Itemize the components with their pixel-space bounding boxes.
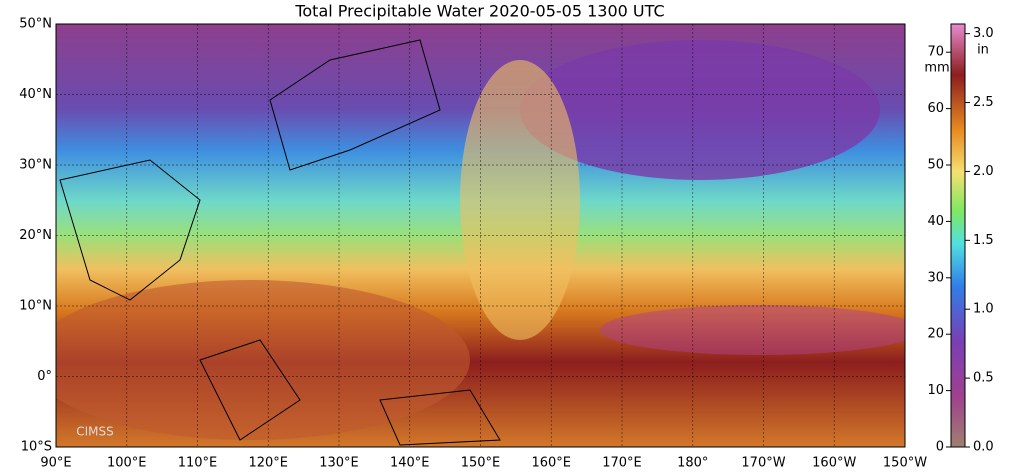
watermark: CIMSS <box>76 425 114 439</box>
lon-tick-label: 130°E <box>319 456 359 471</box>
in-tick-label: 2.0 <box>973 164 994 179</box>
mm-tick-label: 30 <box>927 270 944 285</box>
lon-tick-label: 160°W <box>812 456 856 471</box>
lon-tick-label: 90°E <box>40 456 71 471</box>
lon-tick-label: 170°W <box>741 456 785 471</box>
lat-tick-label: 20°N <box>19 228 52 243</box>
title: Total Precipitable Water 2020-05-05 1300… <box>294 2 664 21</box>
lon-tick-label: 140°E <box>390 456 430 471</box>
in-tick-label: 2.5 <box>973 95 994 110</box>
lat-tick-label: 30°N <box>19 158 52 173</box>
colorbar-unit-in: in <box>977 43 989 58</box>
in-tick-label: 0.0 <box>973 440 994 455</box>
mm-tick-label: 10 <box>927 383 944 398</box>
lon-tick-label: 110°E <box>178 456 218 471</box>
mm-tick-label: 70 <box>927 45 944 60</box>
in-tick-label: 0.5 <box>973 371 994 386</box>
colorbar-unit-mm: mm <box>924 61 949 76</box>
lat-tick-label: 0° <box>37 369 52 384</box>
lon-tick-label: 100°E <box>107 456 147 471</box>
in-tick-label: 3.0 <box>973 26 994 41</box>
lat-tick-label: 50°N <box>19 17 52 32</box>
coastline <box>199 339 501 446</box>
lon-tick-label: 160°E <box>531 456 571 471</box>
lat-tick-label: 10°N <box>19 299 52 314</box>
map-image <box>56 24 905 447</box>
itcz <box>600 305 905 355</box>
lon-tick-label: 170°E <box>602 456 642 471</box>
colorbar <box>950 23 966 448</box>
coastline <box>269 39 441 171</box>
mm-tick-label: 20 <box>927 327 944 342</box>
lat-tick-label: 40°N <box>19 87 52 102</box>
moist-plume <box>460 60 580 340</box>
in-tick-label: 1.0 <box>973 302 994 317</box>
lat-tick-label: 10°S <box>21 440 52 455</box>
moist-region <box>56 280 470 440</box>
lon-tick-label: 150°E <box>461 456 501 471</box>
mm-tick-label: 50 <box>927 158 944 173</box>
dry-region <box>520 40 880 180</box>
coastline <box>59 159 201 301</box>
lon-tick-label: 120°E <box>248 456 288 471</box>
lon-tick-label: 150°W <box>883 456 927 471</box>
in-tick-label: 1.5 <box>973 233 994 248</box>
mm-tick-label: 60 <box>927 101 944 116</box>
mm-tick-label: 0 <box>936 440 944 455</box>
mm-tick-label: 40 <box>927 214 944 229</box>
lon-tick-label: 180° <box>677 456 708 471</box>
